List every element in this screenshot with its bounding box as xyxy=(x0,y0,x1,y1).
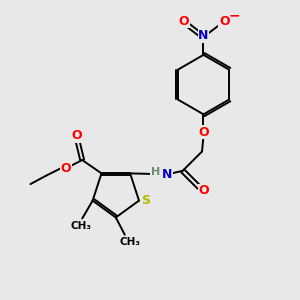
Text: CH₃: CH₃ xyxy=(70,221,91,231)
Text: O: O xyxy=(198,126,209,139)
Text: N: N xyxy=(198,29,209,42)
Text: CH₃: CH₃ xyxy=(120,236,141,247)
Text: N: N xyxy=(162,168,172,181)
Text: O: O xyxy=(219,14,230,28)
Text: S: S xyxy=(141,194,150,207)
Text: O: O xyxy=(198,184,209,197)
Text: O: O xyxy=(71,129,82,142)
Text: O: O xyxy=(61,162,71,175)
Text: −: − xyxy=(229,9,241,23)
Text: H: H xyxy=(151,167,160,177)
Text: O: O xyxy=(178,14,189,28)
